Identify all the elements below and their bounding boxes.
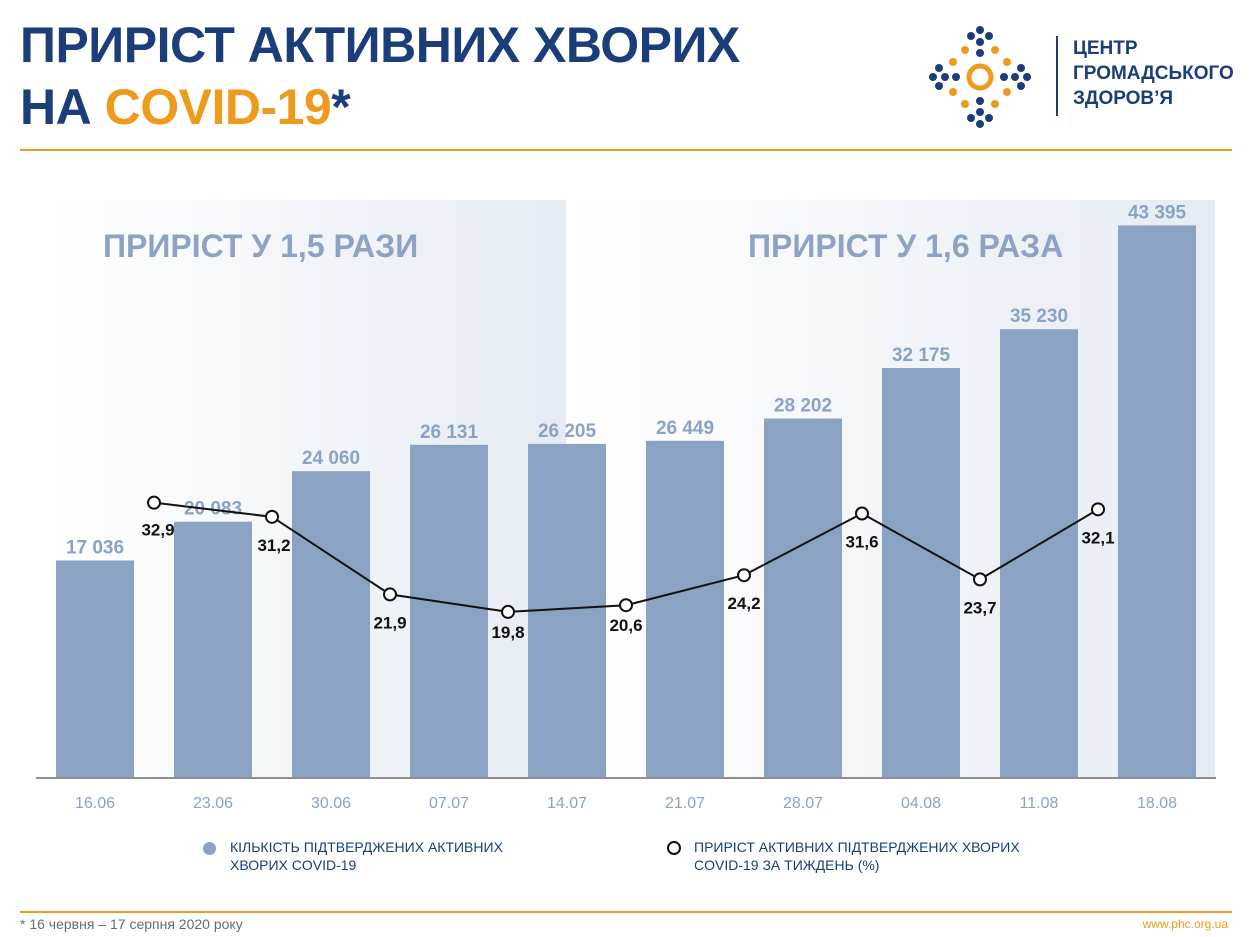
growth-value-label: 19,8 xyxy=(491,623,524,642)
growth-value-label: 32,9 xyxy=(141,521,174,540)
footer-url[interactable]: www.phc.org.ua xyxy=(1142,917,1228,931)
logo-text: ЦЕНТР ГРОМАДСЬКОГО ЗДОРОВ’Я xyxy=(1073,36,1234,111)
bar-value-label: 24 060 xyxy=(302,448,360,469)
bar-16.06 xyxy=(56,560,134,777)
growth-point xyxy=(265,509,279,524)
bar-value-label: 43 395 xyxy=(1128,202,1187,223)
bar-value-label: 32 175 xyxy=(892,345,951,366)
growth-value-label: 32,1 xyxy=(1081,528,1114,547)
bar-23.06 xyxy=(174,521,252,777)
x-tick-label: 07.07 xyxy=(429,795,469,812)
growth-value-label: 24,2 xyxy=(727,594,760,613)
bar-value-label: 26 205 xyxy=(538,421,597,442)
x-tick-label: 14.07 xyxy=(547,795,587,812)
bar-21.07 xyxy=(646,440,724,777)
panel-label-right: ПРИРІСТ У 1,6 РАЗА xyxy=(748,228,1064,264)
growth-point xyxy=(147,495,161,510)
title-line-2: НА COVID-19* xyxy=(20,76,740,138)
legend-line-line-2: COVID-19 ЗА ТИЖДЕНЬ (%) xyxy=(694,857,880,873)
logo-line-2: ГРОМАДСЬКОГО xyxy=(1073,63,1234,84)
growth-point xyxy=(383,587,397,602)
title-line-1: ПРИРІСТ АКТИВНИХ ХВОРИХ xyxy=(20,17,740,73)
bar-value-label: 17 036 xyxy=(66,537,124,558)
bar-value-label: 28 202 xyxy=(774,396,832,417)
growth-value-label: 20,6 xyxy=(609,616,642,635)
bar-value-label: 35 230 xyxy=(1010,306,1068,327)
x-tick-label: 23.06 xyxy=(193,795,233,812)
bar-30.06 xyxy=(292,471,370,777)
logo-line-1: ЦЕНТР xyxy=(1073,38,1138,59)
phc-logo-icon xyxy=(929,26,1031,128)
logo-line-3: ЗДОРОВ’Я xyxy=(1073,88,1174,109)
x-tick-label: 16.06 xyxy=(75,795,115,812)
legend-bar-label: КІЛЬКІСТЬ ПІДТВЕРДЖЕНИХ АКТИВНИХ ХВОРИХ … xyxy=(230,838,503,874)
title-accent: COVID-19 xyxy=(104,79,332,135)
logo-divider xyxy=(1056,36,1058,116)
growth-point xyxy=(737,568,751,583)
bar-07.07 xyxy=(410,444,488,777)
bar-18.08 xyxy=(1118,225,1196,777)
footer-note: * 16 червня – 17 серпня 2020 року xyxy=(20,916,243,932)
footer-divider xyxy=(20,911,1232,913)
x-tick-label: 11.08 xyxy=(1020,795,1059,812)
bar-28.07 xyxy=(764,418,842,777)
x-tick-label: 21.07 xyxy=(665,795,705,812)
x-tick-label: 28.07 xyxy=(783,795,823,812)
growth-point xyxy=(619,598,633,613)
page-title: ПРИРІСТ АКТИВНИХ ХВОРИХ НА COVID-19* xyxy=(20,14,740,138)
title-asterisk: * xyxy=(331,79,351,135)
growth-point xyxy=(973,572,987,587)
growth-value-label: 21,9 xyxy=(373,613,406,632)
bar-value-label: 26 131 xyxy=(420,422,479,443)
bar-04.08 xyxy=(882,368,960,777)
panel-label-left: ПРИРІСТ У 1,5 РАЗИ xyxy=(103,228,419,264)
bar-11.08 xyxy=(1000,329,1078,777)
growth-value-label: 31,2 xyxy=(257,536,290,555)
x-tick-label: 18.08 xyxy=(1137,795,1177,812)
growth-point xyxy=(855,506,869,521)
growth-point xyxy=(1091,502,1105,517)
x-tick-label: 30.06 xyxy=(311,795,351,812)
legend-bar-line-1: КІЛЬКІСТЬ ПІДТВЕРДЖЕНИХ АКТИВНИХ xyxy=(230,839,503,855)
bar-value-label: 26 449 xyxy=(656,418,714,439)
header-divider xyxy=(20,149,1232,151)
legend-line-line-1: ПРИРІСТ АКТИВНИХ ПІДТВЕРДЖЕНИХ ХВОРИХ xyxy=(694,839,1020,855)
growth-point xyxy=(501,604,515,619)
title-prefix: НА xyxy=(20,79,105,135)
legend-bar-swatch xyxy=(203,842,216,855)
growth-value-label: 23,7 xyxy=(963,598,996,617)
legend-line-label: ПРИРІСТ АКТИВНИХ ПІДТВЕРДЖЕНИХ ХВОРИХ CO… xyxy=(694,838,1020,874)
x-tick-label: 04.08 xyxy=(901,795,941,812)
growth-value-label: 31,6 xyxy=(845,533,878,552)
legend-line-swatch xyxy=(667,841,681,855)
legend-bar-line-2: ХВОРИХ COVID-19 xyxy=(230,857,357,873)
